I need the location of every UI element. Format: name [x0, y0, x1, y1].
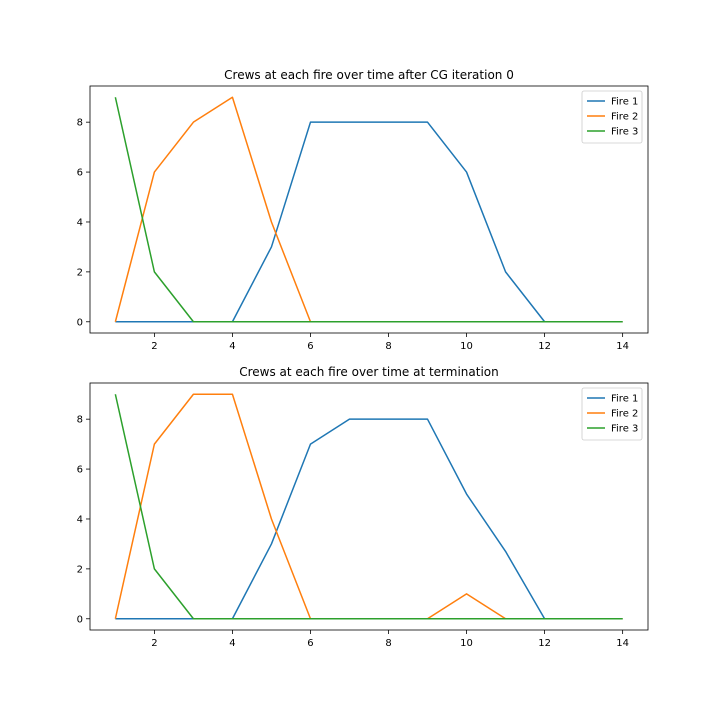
y-tick-label: 0: [77, 317, 83, 328]
legend: Fire 1 Fire 2 Fire 3: [581, 387, 643, 441]
legend-label: Fire 3: [611, 424, 638, 435]
plot-frame: [89, 85, 649, 334]
legend-label: Fire 2: [611, 112, 638, 123]
x-tick-label: 8: [385, 638, 391, 649]
y-tick-label: 4: [77, 514, 83, 525]
plot-frame: [89, 382, 649, 631]
series-line-fire-3: [114, 97, 623, 323]
series-line-fire-2: [114, 96, 623, 323]
y-tick-label: 4: [77, 217, 83, 228]
y-tick-label: 2: [77, 564, 83, 575]
legend-box: [581, 387, 643, 441]
legend-label: Fire 1: [611, 97, 638, 108]
chart-title: Crews at each fire over time after CG it…: [224, 68, 514, 82]
x-tick-label: 14: [616, 341, 629, 352]
x-tick-label: 12: [538, 341, 551, 352]
legend-label: Fire 1: [611, 394, 638, 405]
x-tick-label: 14: [616, 638, 629, 649]
chart-title: Crews at each fire over time at terminat…: [239, 365, 499, 379]
chart-2: Crews at each fire over time at terminat…: [77, 365, 649, 649]
y-tick-label: 8: [77, 415, 83, 426]
chart-1: Crews at each fire over time after CG it…: [77, 68, 649, 352]
y-tick-label: 6: [77, 465, 83, 476]
legend-box: [581, 90, 643, 144]
series-line-fire-3: [114, 394, 623, 620]
series-line-fire-2: [114, 393, 623, 620]
x-tick-label: 10: [460, 638, 473, 649]
x-tick-label: 12: [538, 638, 551, 649]
series-line-fire-1: [115, 121, 623, 323]
x-tick-label: 6: [307, 638, 313, 649]
y-tick-label: 0: [77, 614, 83, 625]
y-tick-label: 2: [77, 267, 83, 278]
series-line-fire-1: [115, 418, 623, 620]
x-tick-label: 2: [151, 638, 157, 649]
y-tick-label: 8: [77, 118, 83, 129]
x-tick-label: 2: [151, 341, 157, 352]
x-tick-label: 8: [385, 341, 391, 352]
x-tick-label: 10: [460, 341, 473, 352]
legend-label: Fire 2: [611, 409, 638, 420]
x-tick-label: 4: [229, 341, 235, 352]
x-tick-label: 6: [307, 341, 313, 352]
y-tick-label: 6: [77, 168, 83, 179]
legend: Fire 1 Fire 2 Fire 3: [581, 90, 643, 144]
x-tick-label: 4: [229, 638, 235, 649]
legend-label: Fire 3: [611, 127, 638, 138]
